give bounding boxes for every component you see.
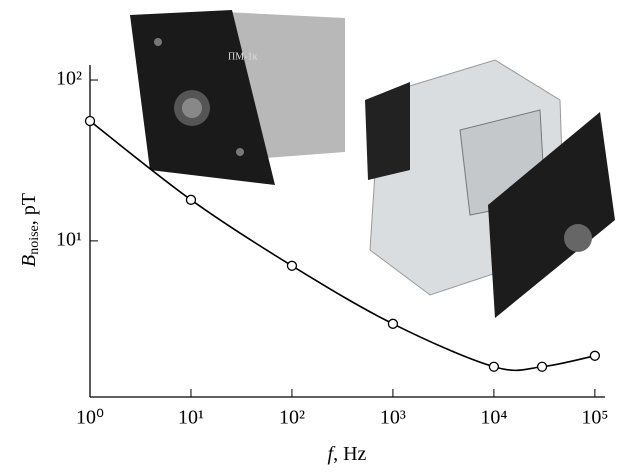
x-label-symbol: f: [328, 443, 336, 465]
x-tick-label: 10⁵: [581, 407, 608, 429]
y-label-subscript: noise: [27, 225, 42, 255]
device-label: ПМ-1к: [228, 51, 257, 62]
x-tick-label: 10²: [279, 407, 305, 429]
device-end: [365, 82, 410, 180]
x-tick-label: 10⁰: [76, 407, 104, 429]
data-point: [286, 260, 298, 271]
x-label-unit: , Hz: [333, 443, 366, 465]
connector: [182, 98, 202, 118]
x-tick-label: 10⁴: [480, 407, 507, 429]
y-axis-label: Bnoise, pT: [18, 193, 43, 267]
screw: [236, 148, 244, 156]
y-tick-label: 10¹: [56, 228, 82, 250]
x-tick-label: 10¹: [178, 407, 204, 429]
y-label-symbol: B: [18, 255, 40, 267]
data-point: [589, 350, 601, 361]
x-axis-label: f, Hz: [328, 443, 367, 465]
screw: [154, 38, 162, 46]
x-tick-label: 10³: [380, 407, 406, 429]
data-point: [488, 361, 500, 372]
data-point: [185, 194, 197, 205]
photo-left-device: [130, 10, 345, 185]
data-point: [84, 115, 96, 127]
y-tick-label: 10²: [56, 68, 82, 90]
data-point: [387, 318, 399, 329]
series-line: [89, 120, 596, 372]
device-panel: [488, 112, 615, 318]
data-point: [536, 361, 548, 372]
photo-right-device: [365, 59, 615, 318]
y-label-unit: , pT: [18, 193, 40, 225]
connector: [564, 224, 592, 252]
